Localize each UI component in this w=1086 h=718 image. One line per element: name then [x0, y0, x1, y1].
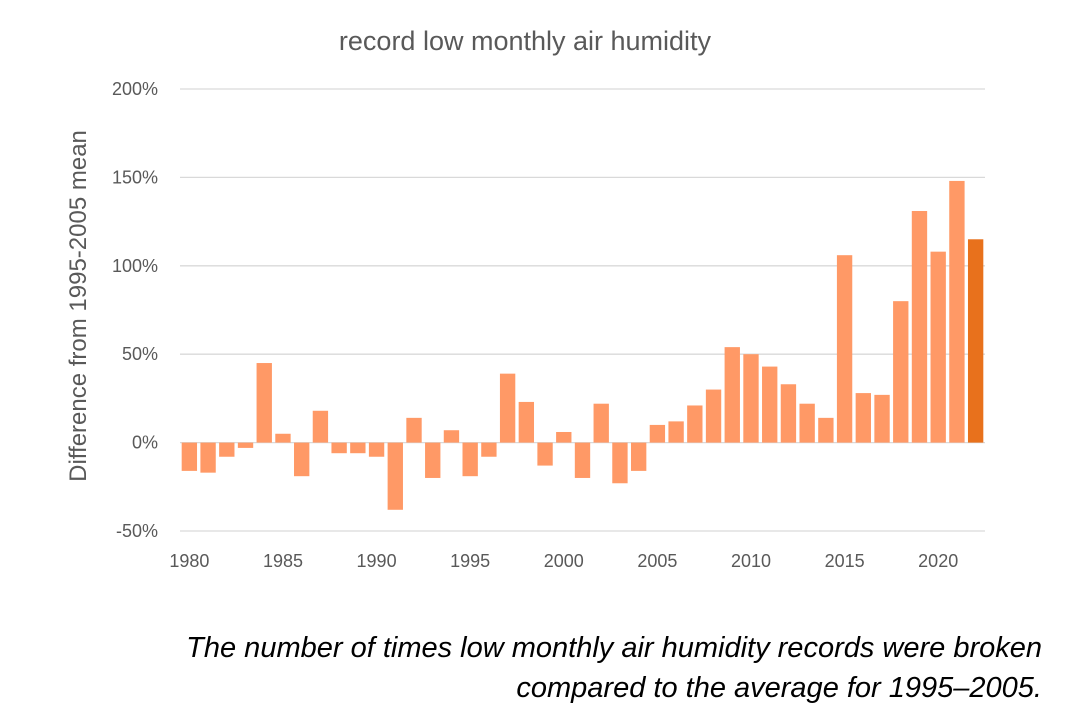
bar-2013	[799, 403, 815, 443]
bars	[181, 180, 984, 510]
bar-2005	[649, 424, 666, 443]
bar-2020	[930, 251, 946, 443]
bar-1995	[462, 442, 478, 477]
bar-2004	[630, 442, 647, 471]
y-axis-ticks: -50% 0% 50% 100% 150% 200%	[112, 79, 158, 541]
chart-title: record low monthly air humidity	[339, 26, 712, 56]
x-axis-ticks: 1980 1985 1990 1995 2000 2005 2010 2015 2020	[169, 551, 958, 571]
bar-2008	[705, 389, 722, 443]
bar-1984	[256, 363, 272, 443]
x-tick-label: 1990	[357, 551, 397, 571]
bar-1980	[181, 442, 198, 471]
bar-2006	[668, 421, 684, 443]
y-tick-label: 0%	[132, 433, 158, 453]
bar-2014	[818, 417, 834, 443]
bar-2010	[743, 354, 759, 443]
bar-1996	[481, 442, 497, 457]
bar-1992	[406, 417, 422, 443]
bar-1982	[219, 442, 235, 457]
bar-2009	[724, 347, 740, 443]
y-tick-label: 200%	[112, 79, 158, 99]
x-tick-label: 2015	[825, 551, 865, 571]
y-tick-label: -50%	[116, 521, 158, 541]
figure-caption: The number of times low monthly air humi…	[42, 628, 1042, 708]
bar-1989	[350, 442, 366, 454]
bar-1993	[425, 442, 441, 478]
bar-1994	[443, 430, 460, 443]
x-tick-label: 1980	[169, 551, 209, 571]
y-axis-label: Difference from 1995-2005 mean	[65, 130, 92, 482]
bar-2022	[967, 239, 984, 443]
x-tick-label: 2010	[731, 551, 771, 571]
x-tick-label: 2005	[637, 551, 677, 571]
bar-1990	[368, 442, 385, 457]
bar-2003	[612, 442, 628, 484]
bar-2007	[687, 405, 703, 443]
bar-2019	[911, 210, 928, 443]
bar-chart: record low monthly air humidity -50% 0% 50…	[65, 26, 985, 571]
bar-1987	[312, 410, 329, 443]
y-tick-label: 100%	[112, 256, 158, 276]
caption-line-2: compared to the average for 1995–2005.	[516, 672, 1042, 704]
bar-2001	[574, 442, 591, 478]
x-tick-label: 2020	[918, 551, 958, 571]
bar-1981	[200, 442, 216, 473]
bar-2018	[893, 301, 909, 443]
bar-1986	[294, 442, 310, 477]
bar-1983	[237, 442, 254, 448]
bar-2017	[874, 394, 890, 443]
bar-2012	[780, 384, 797, 443]
bar-2015	[836, 255, 853, 443]
bar-2021	[949, 180, 965, 443]
bar-2011	[762, 366, 778, 443]
bar-1999	[537, 442, 553, 466]
bar-2000	[556, 431, 572, 443]
bar-1988	[331, 442, 347, 454]
x-tick-label: 1985	[263, 551, 303, 571]
bar-2002	[593, 403, 609, 443]
bar-2016	[855, 393, 871, 443]
caption-line-1: The number of times low monthly air humi…	[186, 632, 1042, 664]
x-tick-label: 1995	[450, 551, 490, 571]
bar-1997	[499, 373, 516, 443]
x-tick-label: 2000	[544, 551, 584, 571]
y-tick-label: 50%	[122, 344, 158, 364]
bar-1991	[387, 442, 403, 510]
bar-1998	[518, 401, 535, 443]
y-tick-label: 150%	[112, 167, 158, 187]
bar-1985	[275, 433, 291, 443]
